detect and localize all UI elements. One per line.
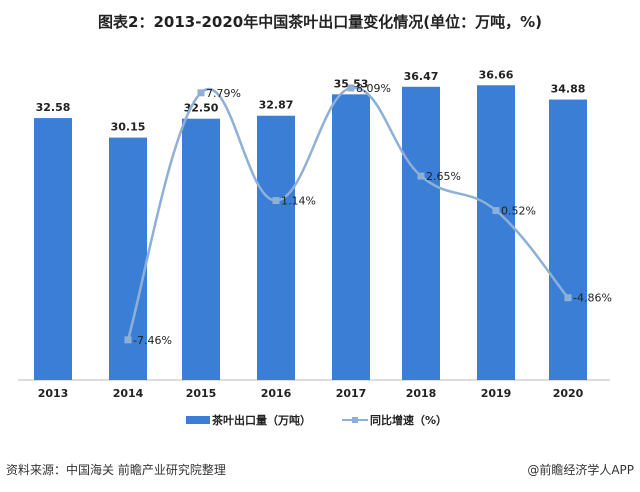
credit-note: @前瞻经济学人APP <box>527 462 634 477</box>
x-tick-2019: 2019 <box>481 387 512 400</box>
bar-label-2014: 30.15 <box>111 121 146 134</box>
bar-2017 <box>332 94 370 380</box>
growth-point-2020 <box>564 294 572 302</box>
legend-swatch-bar <box>186 416 210 424</box>
growth-point-2015 <box>197 89 205 97</box>
bar-label-2016: 32.87 <box>259 99 294 112</box>
growth-label-2016: 1.14% <box>281 195 316 208</box>
bar-2020 <box>549 99 587 381</box>
growth-label-2019: 0.52% <box>501 205 536 218</box>
legend-marker-line <box>352 417 358 423</box>
x-tick-2013: 2013 <box>38 387 69 400</box>
growth-label-2015: 7.79% <box>206 87 241 100</box>
bar-label-2018: 36.47 <box>404 70 439 83</box>
growth-line <box>126 86 569 341</box>
bar-2013 <box>34 118 72 381</box>
growth-label-2014: -7.46% <box>133 334 172 347</box>
source-note: 资料来源：中国海关 前瞻产业研究院整理 <box>6 462 226 477</box>
growth-point-2017 <box>347 84 355 92</box>
x-tick-2014: 2014 <box>113 387 144 400</box>
growth-label-2017: 8.09% <box>356 82 391 95</box>
legend-label-bar: 茶叶出口量（万吨） <box>211 413 311 427</box>
x-tick-2016: 2016 <box>261 387 292 400</box>
bar-2015 <box>182 118 220 380</box>
growth-point-2016 <box>272 197 280 205</box>
bar-label-2020: 34.88 <box>551 83 586 96</box>
bar-2019 <box>477 85 515 380</box>
x-tick-2015: 2015 <box>186 387 217 400</box>
legend: 茶叶出口量（万吨） 同比增速（%） <box>186 413 447 427</box>
legend-label-line: 同比增速（%） <box>370 413 447 427</box>
bar-2018 <box>402 86 440 381</box>
growth-point-2018 <box>417 172 425 180</box>
x-tick-2020: 2020 <box>553 387 584 400</box>
growth-label-2020: -4.86% <box>573 292 612 305</box>
growth-point-2019 <box>492 207 500 215</box>
bar-2016 <box>257 115 295 381</box>
chart-title: 图表2：2013-2020年中国茶叶出口量变化情况(单位：万吨，%) <box>98 13 542 31</box>
x-tick-2017: 2017 <box>336 387 367 400</box>
bar-label-2013: 32.58 <box>36 101 71 114</box>
bar-label-2017: 35.53 <box>334 77 369 90</box>
bar-label-2019: 36.66 <box>479 68 514 81</box>
growth-label-2018: 2.65% <box>426 170 461 183</box>
growth-point-2014 <box>124 336 132 344</box>
x-tick-2018: 2018 <box>406 387 437 400</box>
